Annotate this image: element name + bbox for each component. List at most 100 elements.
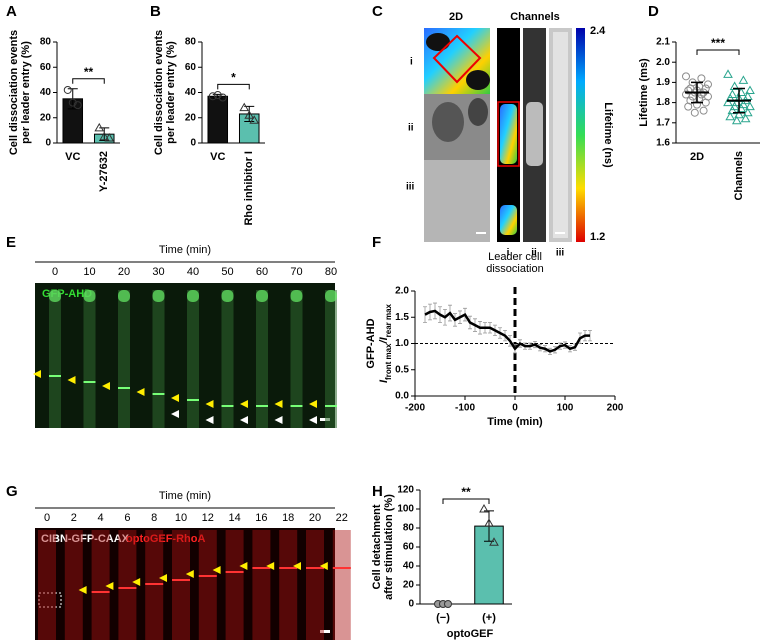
significance-label: **: [461, 485, 471, 499]
data-point: [745, 101, 755, 111]
arrowhead: [205, 416, 214, 424]
data-point: [444, 600, 452, 608]
arrowhead: [274, 416, 283, 424]
channel: [118, 290, 130, 428]
data-point: [701, 98, 710, 107]
cell-front: [221, 290, 234, 302]
y-axis-label: Cell dissociation events: [8, 30, 20, 155]
data-point: [738, 75, 749, 84]
time-label: 12: [202, 512, 214, 524]
channel: [118, 530, 137, 640]
y-tick-label: 80: [185, 37, 197, 48]
channel: [91, 530, 110, 640]
channel: [279, 530, 298, 640]
y-tick-label: 100: [397, 504, 414, 515]
formula-part: rear max: [384, 303, 393, 337]
channel: [306, 530, 324, 640]
x-tick-label: 200: [607, 403, 624, 414]
stain-label: optoGEF-RhoA: [126, 533, 205, 545]
data-point: [697, 74, 706, 83]
cell-front: [118, 290, 130, 302]
y-tick-label: 0.0: [395, 391, 409, 402]
arrowhead: [185, 570, 194, 578]
time-label: 0: [44, 512, 50, 524]
channel: [290, 290, 303, 428]
cell-front: [325, 290, 337, 302]
y-tick-label: 2.0: [395, 286, 409, 297]
x-tick-label: VC: [210, 151, 225, 163]
bar: [207, 95, 229, 144]
y-tick-label: 2.0: [656, 57, 670, 68]
y-tick-label: 20: [40, 112, 52, 123]
row-label: ii: [408, 123, 414, 134]
significance-bracket: [217, 83, 250, 90]
stimulation-region: [38, 592, 62, 608]
data-point: [729, 81, 740, 90]
x-tick-label: VC: [65, 151, 80, 163]
channel: [38, 530, 56, 640]
data-point: [99, 131, 110, 141]
arrowhead: [293, 562, 301, 570]
data-point: [723, 69, 733, 78]
panel-g: Time (min) CIBN-GFP-CAAX optoGEF-RhoA 0 2…: [35, 490, 351, 640]
image-detail: [468, 98, 488, 126]
timelapse-image: [35, 283, 335, 428]
time-label: 50: [221, 266, 233, 278]
timelapse-image: [35, 528, 335, 640]
y-tick-label: 1.9: [656, 77, 670, 88]
arrowhead: [159, 574, 167, 582]
column-label: ii: [531, 248, 537, 259]
axis-title: Time (min): [159, 244, 211, 256]
time-label: 18: [282, 512, 294, 524]
x-tick-label: Y-27632: [98, 151, 110, 192]
y-tick-label: 1.7: [656, 117, 670, 128]
arrowhead: [67, 376, 76, 384]
channel: [172, 530, 190, 640]
y-tick-label: 1.0: [395, 338, 409, 349]
significance-bracket: [442, 498, 490, 504]
arrowhead: [78, 586, 87, 594]
time-label: 20: [309, 512, 321, 524]
y-tick-label: 0: [190, 138, 196, 149]
panel-c-images: 2D Channels 2.4 1.2 Lifetime (ns) i ii i…: [406, 11, 614, 259]
arrowhead: [239, 562, 248, 570]
column-label: iii: [556, 248, 565, 259]
data-point: [94, 122, 105, 132]
arrowhead: [274, 400, 283, 408]
time-label: 16: [255, 512, 267, 524]
panel-letter: H: [372, 483, 383, 500]
y-axis-label: per leader entry (%): [165, 41, 177, 144]
colorbar: [576, 28, 585, 242]
y-axis-label: GFP-AHD: [365, 318, 377, 368]
arrowhead: [102, 382, 110, 390]
arrowhead: [319, 562, 328, 570]
panel-letter: C: [372, 3, 383, 20]
data-point: [208, 92, 217, 101]
significance-label: **: [84, 65, 94, 79]
x-tick-label: -100: [455, 403, 475, 414]
data-point: [479, 503, 489, 513]
y-axis-label: after stimulation (%): [383, 494, 395, 600]
data-point: [63, 85, 72, 94]
data-point: [701, 84, 710, 93]
colorbar-label: 1.2: [590, 231, 605, 243]
row-label: iii: [406, 182, 415, 193]
cell-front: [83, 290, 96, 302]
data-point: [727, 105, 738, 115]
arrowhead: [136, 388, 145, 396]
y-axis-formula: Ifront max/Irear max: [378, 303, 393, 383]
colorbar-title: Lifetime (ns): [602, 102, 614, 168]
channel-wall: [553, 32, 568, 238]
data-point: [723, 97, 733, 107]
channel: [187, 290, 199, 428]
y-axis-label: per leader entry (%): [20, 41, 32, 144]
time-label: 4: [98, 512, 104, 524]
y-tick-label: 40: [403, 561, 415, 572]
roi-outline: [432, 34, 482, 84]
column-header: Channels: [510, 11, 560, 23]
sd-bar: [733, 87, 745, 114]
y-axis-label: Cell detachment: [371, 504, 383, 589]
data-line: [424, 309, 590, 353]
arrowhead: [205, 400, 214, 408]
scale-bar: [555, 232, 565, 234]
